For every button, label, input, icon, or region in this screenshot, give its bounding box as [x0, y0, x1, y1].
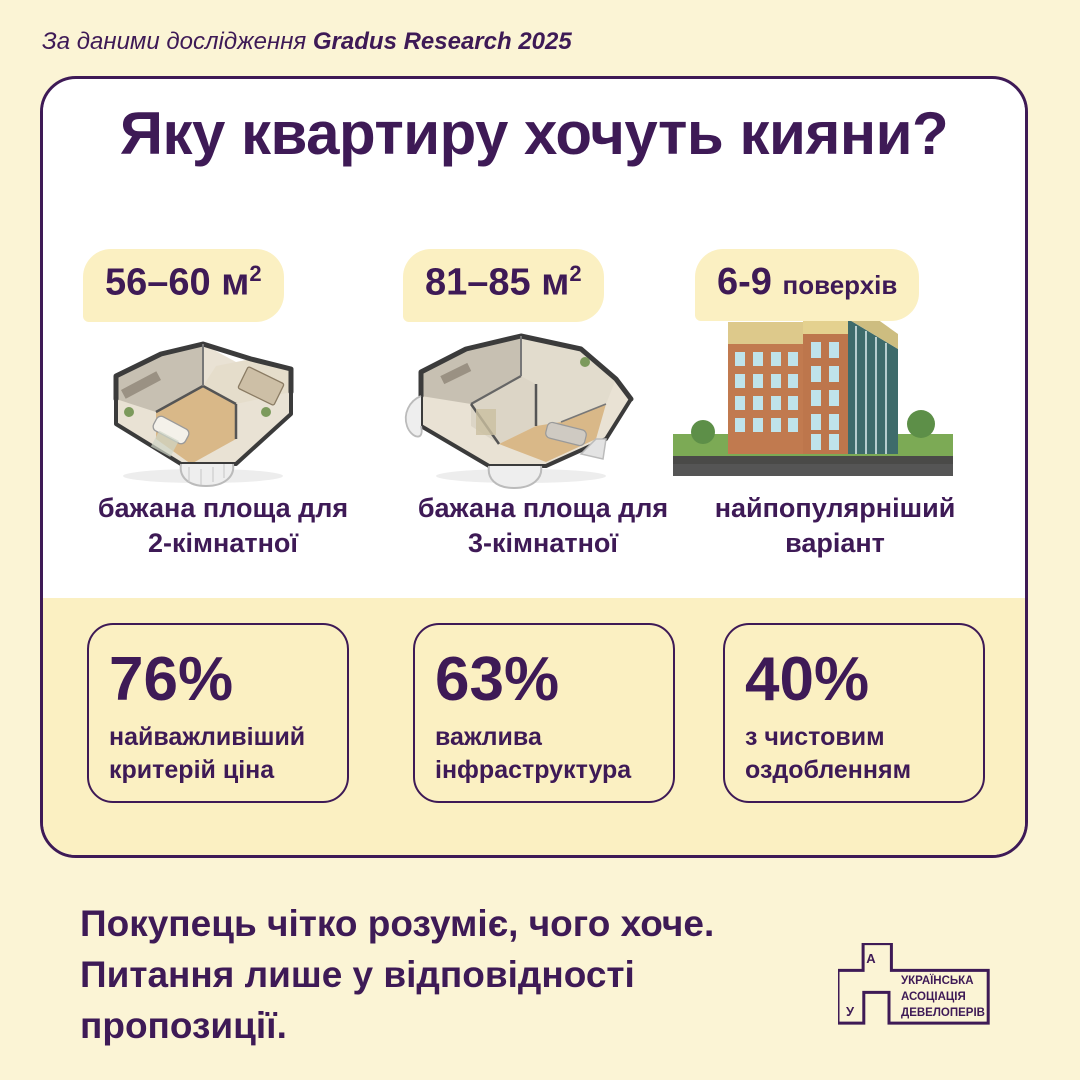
svg-text:ДЕВЕЛОПЕРІВ: ДЕВЕЛОПЕРІВ: [901, 1007, 985, 1019]
svg-text:АСОЦІАЦІЯ: АСОЦІАЦІЯ: [901, 991, 966, 1003]
svg-text:У: У: [846, 1004, 855, 1019]
svg-text:А: А: [866, 951, 876, 966]
svg-text:УКРАЇНСЬКА: УКРАЇНСЬКА: [901, 974, 974, 987]
